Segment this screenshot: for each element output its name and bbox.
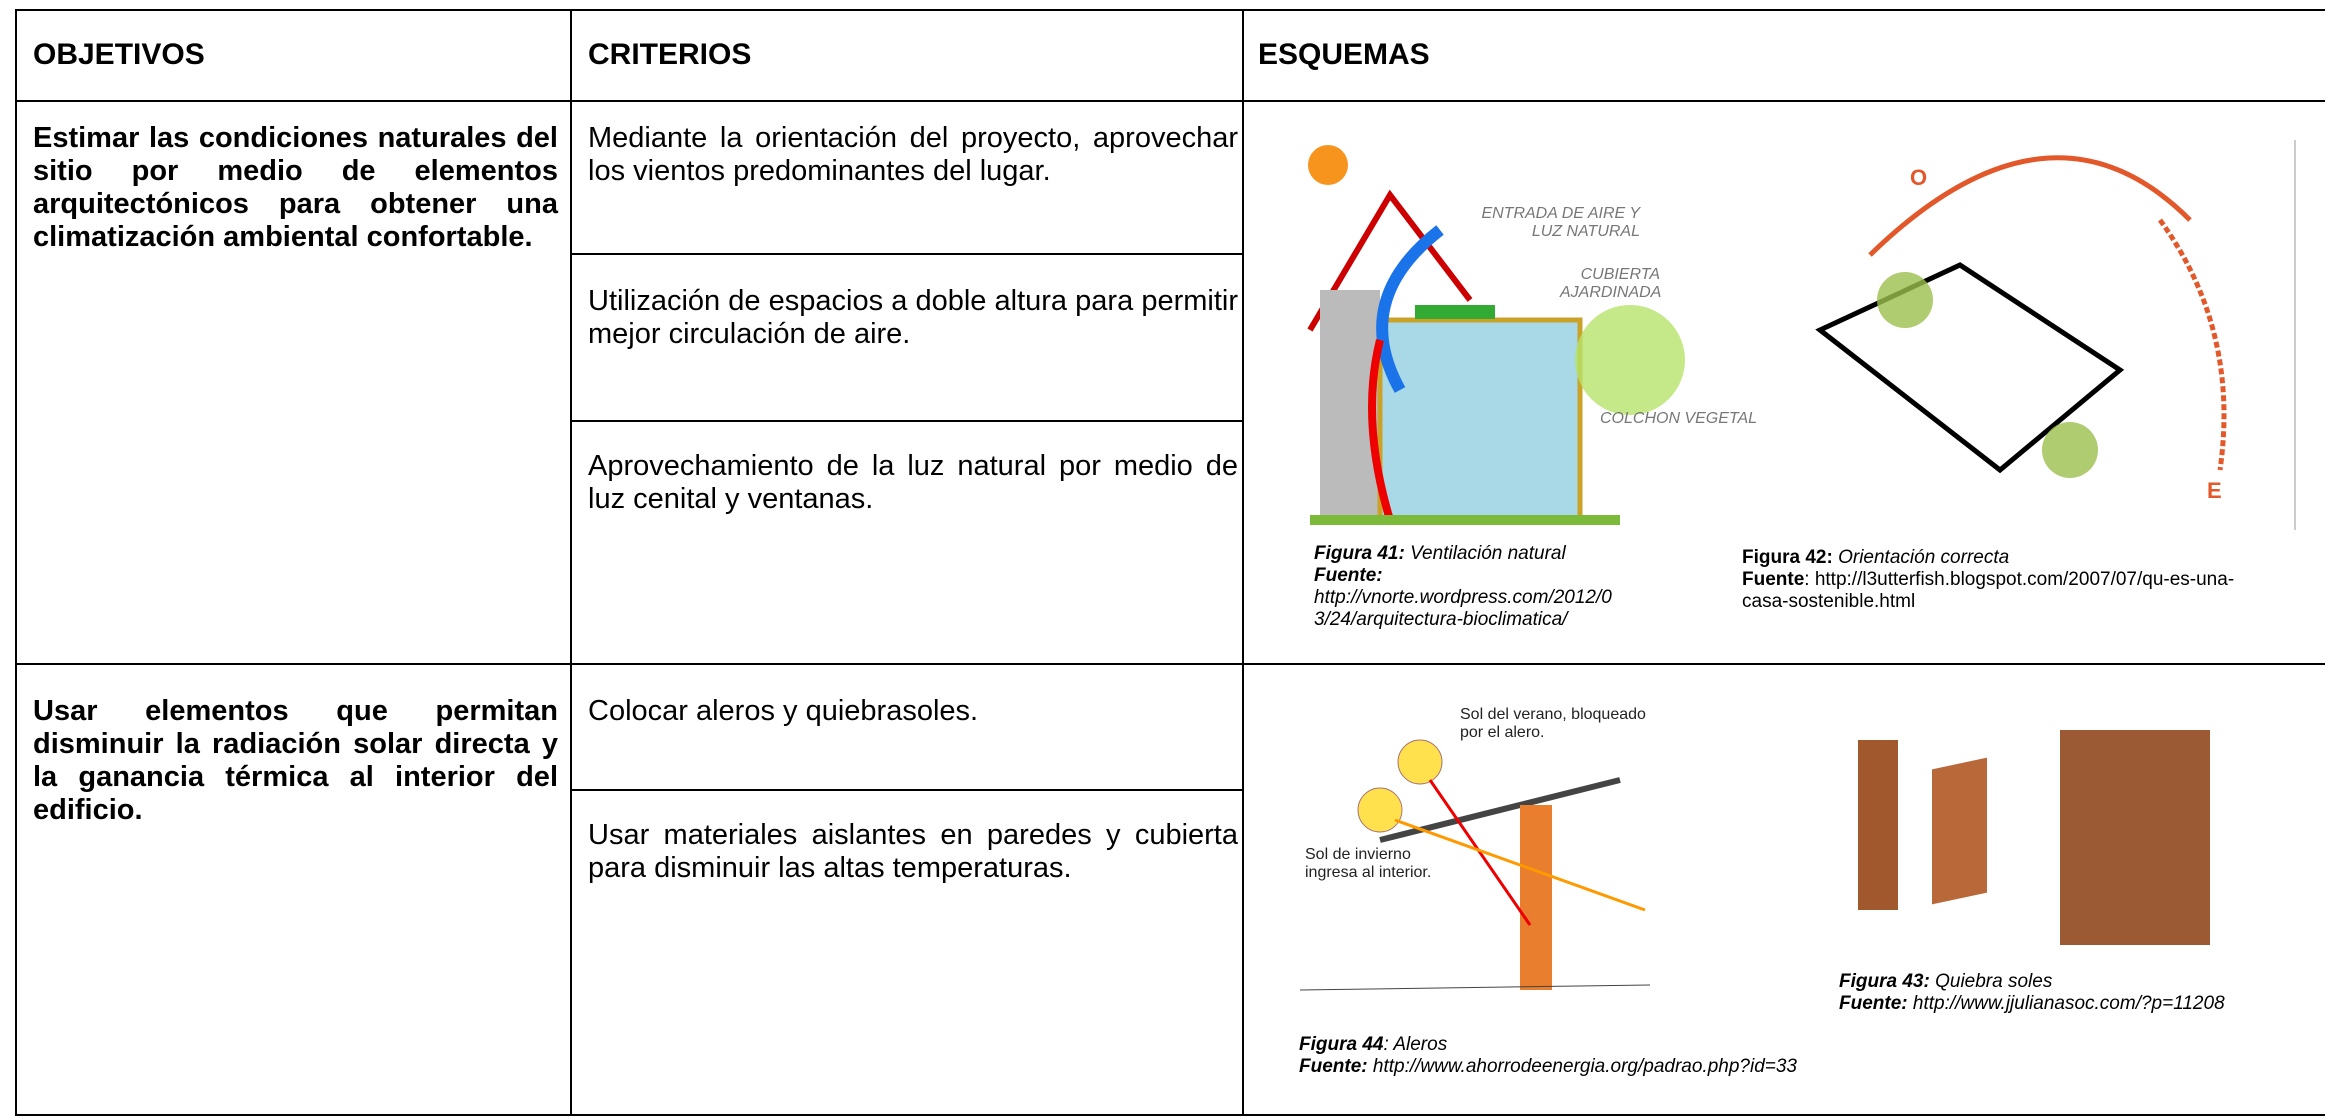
caption: : Aleros [1383,1034,1448,1055]
header: ESQUEMAS [1258,38,1430,71]
objective: Estimar las condiciones naturales del si… [33,122,558,253]
figure-41-image [1307,145,1685,525]
objective: Usar elementos que permitan disminuir la… [33,695,558,826]
figure-number: Figura 43: [1839,971,1930,992]
figure-caption: Figura 44: Aleros Fuente: http://www.ahor… [1299,1034,2099,1078]
figure-caption: Figura 42: Orientación correcta Fuente: h… [1742,547,2272,613]
figure-number: Figura 44 [1299,1034,1384,1055]
image-label: O [1910,165,1928,190]
source-label: Fuente: [1314,565,1383,586]
figure-number: Figura 41: [1314,543,1405,564]
source: http://www.ahorrodeenergia.org/padrao.ph… [1372,1056,1797,1077]
image-label: CUBIERTA AJARDINADA [1560,266,1662,301]
header: CRITERIOS [588,38,752,71]
source-label: Fuente [1742,569,1805,590]
figure-caption: Figura 43: Quiebra soles Fuente: http://w… [1839,971,2319,1015]
criterion: Mediante la orientación del proyecto, ap… [588,122,1238,187]
header: OBJETIVOS [33,38,205,71]
caption: Quiebra soles [1935,971,2053,992]
criterion: Aprovechamiento de la luz natural por me… [588,450,1238,515]
figure-42-image [1815,140,2296,530]
criterion: Colocar aleros y quiebrasoles. [588,695,979,727]
source: http://vnorte.wordpress.com/2012/03/24/a… [1314,587,1612,630]
figure-number: Figura 42: [1742,547,1833,568]
caption: Orientación correcta [1838,547,2010,568]
criterion: Utilización de espacios a doble altura p… [588,285,1238,350]
figure-44-image [1299,739,1651,991]
image-label: Sol del verano, bloqueado por el alero. [1460,706,1646,741]
image-label: Sol de invierno ingresa al interior. [1305,846,1432,881]
source: : http://l3utterfish.blogspot.com/2007/0… [1742,569,2235,612]
image-label: E [2207,478,2222,503]
figure-43-image [1858,730,2210,945]
caption: Ventilación natural [1410,543,1566,564]
image-label: COLCHON VEGETAL [1600,410,1758,427]
criterion: Usar materiales aislantes en paredes y c… [588,819,1238,884]
source-label: Fuente: [1839,993,1908,1014]
source-label: Fuente: [1299,1056,1368,1077]
figure-caption: Figura 41: Ventilación natural Fuente: htt… [1314,543,1614,631]
source: http://www.jjulianasoc.com/?p=11208 [1912,993,2225,1014]
image-label: ENTRADA DE AIRE Y LUZ NATURAL [1481,205,1640,240]
